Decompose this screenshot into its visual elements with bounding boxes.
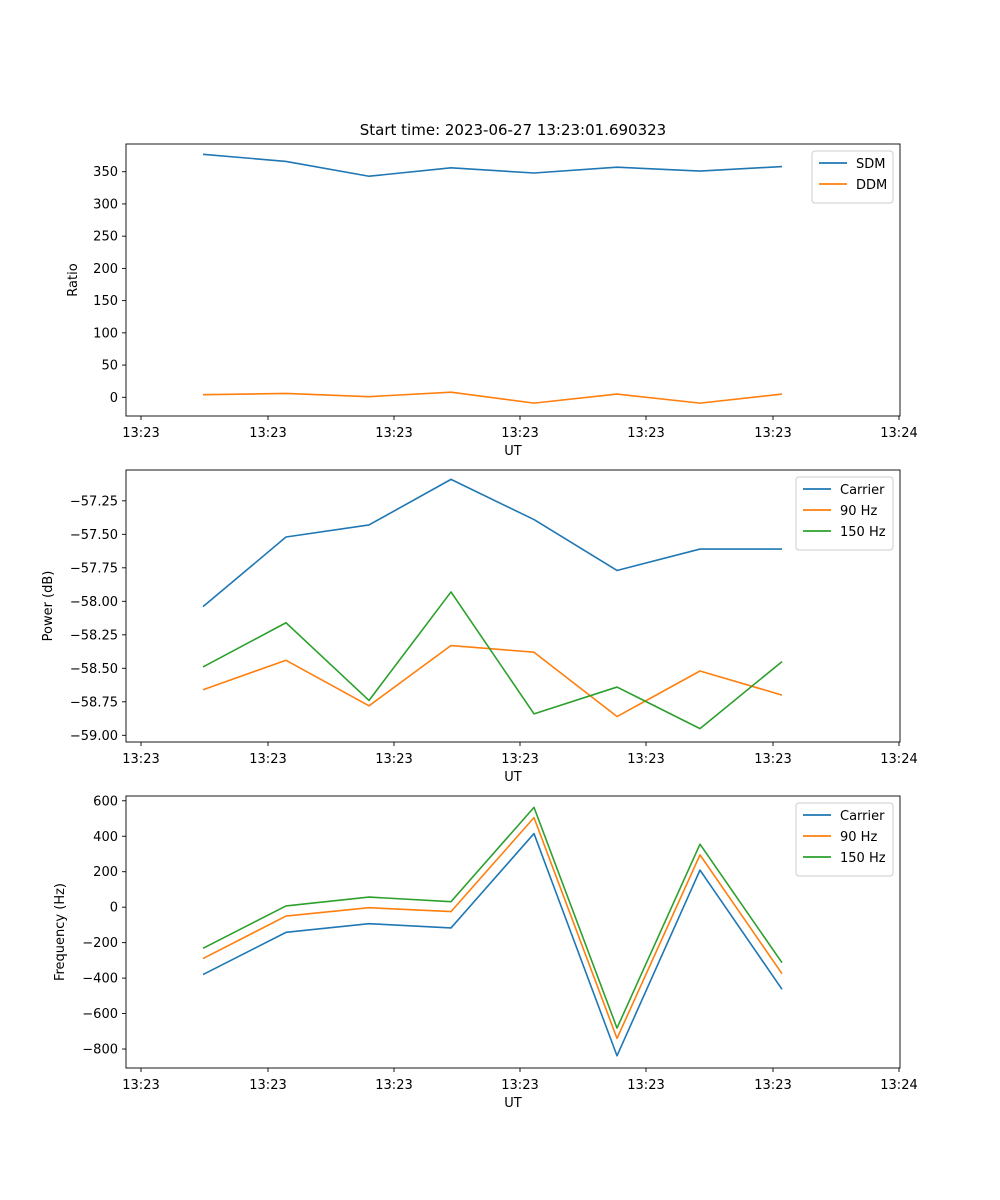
x-tick-label: 13:23: [249, 426, 286, 441]
x-tick-label: 13:23: [754, 752, 791, 767]
x-tick-label: 13:23: [627, 1078, 664, 1093]
series-line-90-hz: [202, 816, 783, 1040]
y-tick-label: 250: [93, 230, 118, 245]
y-tick-label: 600: [93, 794, 118, 809]
y-tick-label: 200: [93, 865, 118, 880]
y-tick-label: −600: [82, 1007, 118, 1022]
x-tick-label: 13:23: [501, 752, 538, 767]
legend-label: Carrier: [840, 809, 885, 824]
y-tick-label: 400: [93, 830, 118, 845]
y-axis-label: Power (dB): [41, 571, 56, 642]
x-tick-label: 13:24: [880, 426, 917, 441]
legend-label: 150 Hz: [840, 851, 886, 866]
legend-label: 90 Hz: [840, 830, 877, 845]
legend-label: SDM: [856, 157, 885, 172]
x-axis-label: UT: [504, 444, 522, 459]
x-tick-label: 13:23: [375, 752, 412, 767]
y-tick-label: 200: [93, 262, 118, 277]
series-line-90-hz: [202, 644, 783, 718]
x-tick-label: 13:23: [122, 1078, 159, 1093]
legend-label: 90 Hz: [840, 504, 877, 519]
axes-frame: [125, 795, 901, 1069]
y-tick-label: −58.75: [70, 695, 118, 710]
legend-label: 150 Hz: [840, 525, 886, 540]
x-tick-label: 13:23: [122, 752, 159, 767]
y-tick-label: −57.25: [70, 494, 118, 509]
y-tick-label: 300: [93, 197, 118, 212]
series-line-150-hz: [202, 591, 783, 730]
y-tick-label: 50: [101, 359, 118, 374]
x-tick-label: 13:23: [375, 1078, 412, 1093]
y-tick-label: 350: [93, 165, 118, 180]
y-tick-label: −200: [82, 936, 118, 951]
x-tick-label: 13:23: [249, 752, 286, 767]
y-tick-label: −58.25: [70, 628, 118, 643]
x-tick-label: 13:23: [249, 1078, 286, 1093]
y-tick-label: 150: [93, 294, 118, 309]
series-line-carrier: [202, 478, 782, 608]
x-axis-label: UT: [504, 1096, 522, 1111]
y-tick-label: −57.75: [70, 561, 118, 576]
y-tick-label: 0: [110, 391, 118, 406]
x-tick-label: 13:23: [375, 426, 412, 441]
y-tick-label: 100: [93, 326, 118, 341]
subplot-2: 13:23 13:23 13:23 13:23 13:23 13:23 13:24 −59.0…: [41, 469, 918, 785]
series-line-150-hz: [202, 806, 783, 1029]
axes-frame: [125, 469, 901, 743]
y-tick-label: 0: [110, 901, 118, 916]
y-tick-label: −59.00: [70, 729, 118, 744]
subplot-3: 13:23 13:23 13:23 13:23 13:23 13:23 13:24 −800 −…: [53, 794, 918, 1111]
x-tick-label: 13:23: [501, 1078, 538, 1093]
y-axis-label: Ratio: [66, 263, 81, 296]
x-tick-label: 13:23: [627, 426, 664, 441]
y-tick-label: −800: [82, 1043, 118, 1058]
series-line-ddm: [202, 391, 783, 404]
x-tick-label: 13:23: [627, 752, 664, 767]
x-tick-label: 13:23: [754, 426, 791, 441]
x-tick-label: 13:23: [122, 426, 159, 441]
y-tick-label: −400: [82, 972, 118, 987]
x-axis-label: UT: [504, 770, 522, 785]
x-tick-label: 13:23: [501, 426, 538, 441]
axes-frame: [125, 143, 901, 417]
y-tick-label: −58.50: [70, 662, 118, 677]
legend: [811, 150, 894, 204]
series-line-carrier: [202, 832, 783, 1057]
x-tick-label: 13:23: [754, 1078, 791, 1093]
x-tick-label: 13:24: [880, 1078, 917, 1093]
y-tick-label: −58.00: [70, 595, 118, 610]
x-tick-label: 13:24: [880, 752, 917, 767]
legend-label: DDM: [856, 178, 887, 193]
legend-label: Carrier: [840, 483, 885, 498]
subplot-1: Start time: 2023-06-27 13:23:01.690323 13…: [66, 121, 918, 459]
chart-title: Start time: 2023-06-27 13:23:01.690323: [360, 121, 666, 139]
series-line-sdm: [202, 153, 783, 178]
y-axis-label: Frequency (Hz): [53, 883, 68, 981]
y-tick-label: −57.50: [70, 528, 118, 543]
